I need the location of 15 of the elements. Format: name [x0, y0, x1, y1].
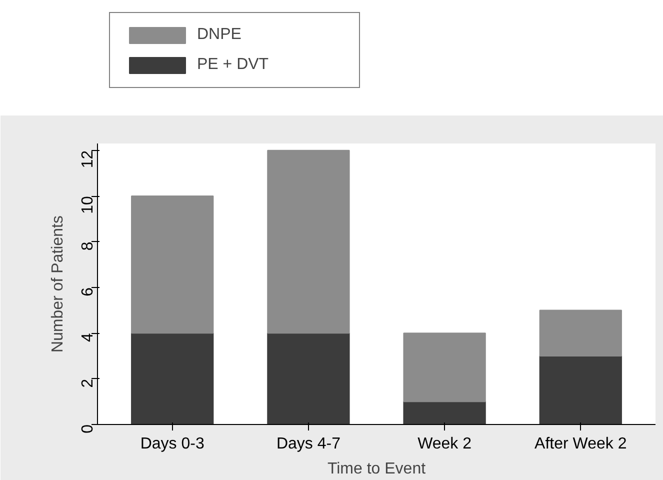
y-tick-label: 2 — [80, 378, 96, 388]
x-tick-label: After Week 2 — [534, 436, 627, 452]
y-tick-label: 8 — [80, 242, 96, 251]
x-tick-label: Week 2 — [418, 436, 472, 452]
y-tick-label: 10 — [80, 196, 96, 214]
y-tick-label: 6 — [80, 287, 96, 296]
x-tick-label: Days 0-3 — [140, 436, 204, 452]
y-axis-title: Number of Patients — [50, 216, 66, 352]
y-tick-label: 12 — [80, 150, 96, 168]
legend-label: DNPE — [197, 26, 242, 44]
y-tick-label: 4 — [80, 333, 96, 342]
x-axis-title: Time to Event — [327, 460, 426, 478]
x-tick-label: Days 4-7 — [276, 436, 341, 452]
y-tick-label: 0 — [80, 424, 96, 434]
legend-label: PE + DVT — [197, 56, 270, 74]
